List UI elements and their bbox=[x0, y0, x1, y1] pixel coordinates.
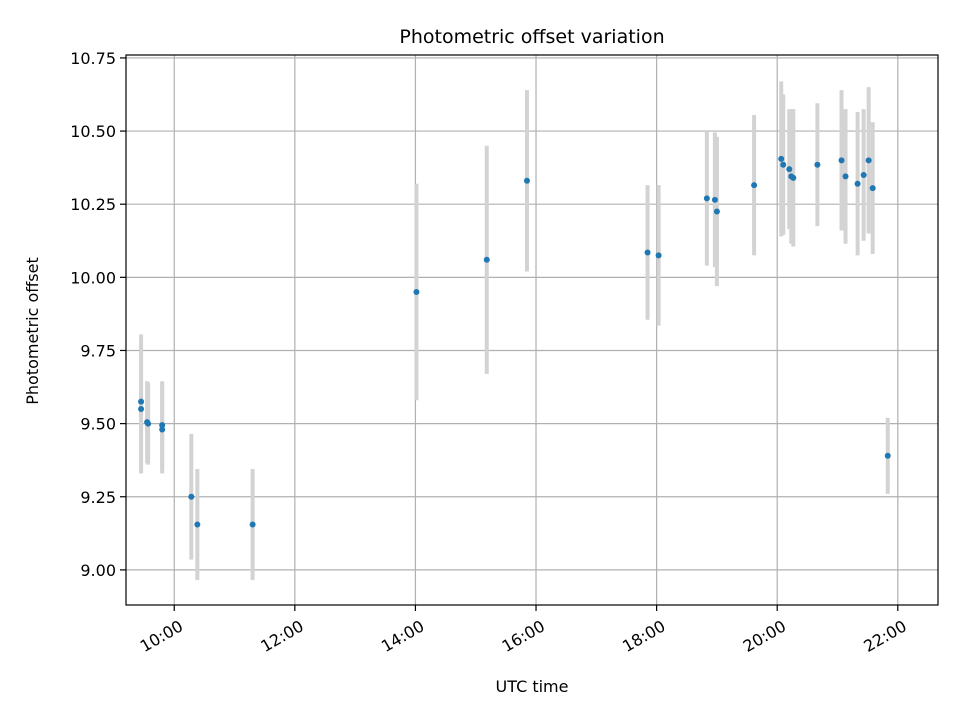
data-point bbox=[523, 177, 530, 184]
data-point bbox=[786, 166, 793, 173]
data-point bbox=[655, 252, 662, 259]
data-point bbox=[751, 182, 758, 189]
data-point bbox=[790, 174, 797, 181]
data-point bbox=[780, 161, 787, 168]
plot-frame bbox=[125, 54, 939, 606]
y-tick-label: 10.00 bbox=[70, 268, 116, 287]
data-point bbox=[713, 208, 720, 215]
y-axis-label: Photometric offset bbox=[23, 257, 42, 405]
y-tick-label: 9.00 bbox=[80, 561, 116, 580]
data-points bbox=[138, 155, 891, 528]
data-point bbox=[159, 426, 166, 433]
data-point bbox=[842, 173, 849, 180]
data-point bbox=[145, 420, 152, 427]
data-point bbox=[703, 195, 710, 202]
data-point bbox=[188, 493, 195, 500]
data-point bbox=[644, 249, 651, 256]
y-tick-label: 9.25 bbox=[80, 488, 116, 507]
y-tick-label: 9.75 bbox=[80, 341, 116, 360]
data-point bbox=[413, 288, 420, 295]
data-point bbox=[138, 398, 145, 405]
data-point bbox=[249, 521, 256, 528]
y-tick-label: 10.25 bbox=[70, 195, 116, 214]
y-axis-ticks: 9.00 9.25 9.50 9.75 10.00 10.25 10.50 10.75 bbox=[70, 49, 126, 580]
data-point bbox=[138, 405, 145, 412]
data-point bbox=[711, 196, 718, 203]
data-point bbox=[483, 256, 490, 263]
data-point bbox=[194, 521, 201, 528]
data-point bbox=[778, 155, 785, 162]
data-point bbox=[838, 157, 845, 164]
data-point bbox=[884, 452, 891, 459]
y-tick-label: 9.50 bbox=[80, 415, 116, 434]
chart-title: Photometric offset variation bbox=[399, 26, 664, 48]
data-point bbox=[854, 180, 861, 187]
x-axis-label: UTC time bbox=[496, 677, 569, 696]
y-tick-label: 10.50 bbox=[70, 122, 116, 141]
y-tick-label: 10.75 bbox=[70, 49, 116, 68]
data-point bbox=[869, 185, 876, 192]
data-point bbox=[814, 161, 821, 168]
data-point bbox=[860, 171, 867, 178]
data-point bbox=[865, 157, 872, 164]
grid bbox=[126, 55, 938, 605]
data-point bbox=[159, 422, 166, 429]
